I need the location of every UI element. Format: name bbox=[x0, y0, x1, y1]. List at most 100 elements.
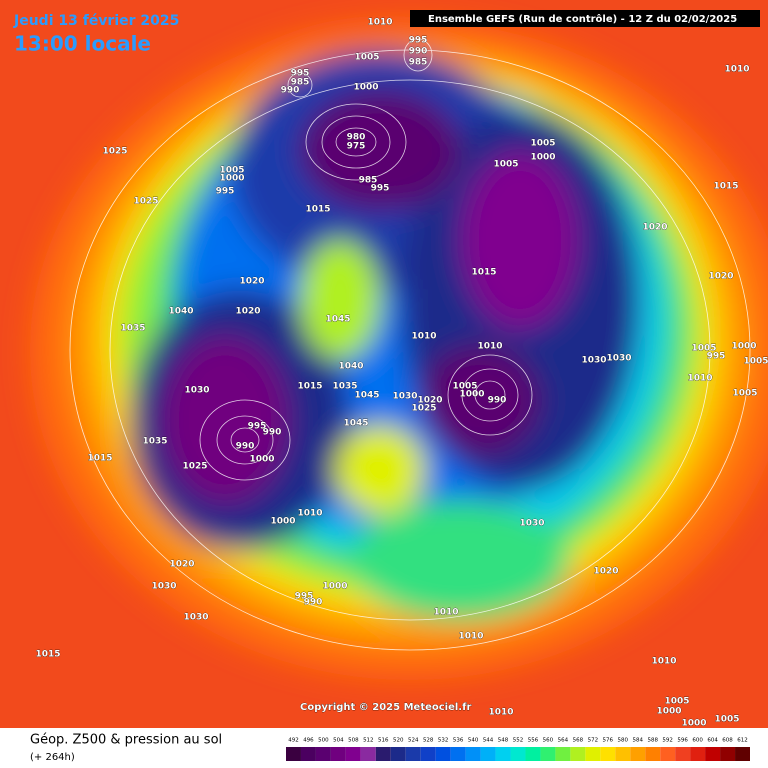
isobar-label: 1040 bbox=[338, 362, 363, 372]
isobar-label: 1005 bbox=[493, 160, 518, 170]
isobar-label: 1045 bbox=[325, 315, 350, 325]
isobar-label: 1025 bbox=[411, 404, 436, 414]
scale-label: 512 bbox=[363, 738, 374, 744]
scale-swatch bbox=[555, 747, 571, 761]
isobar-label: 1030 bbox=[392, 392, 417, 402]
isobar-label: 1005 bbox=[691, 344, 716, 354]
scale-swatch bbox=[480, 747, 496, 761]
scale-swatch bbox=[420, 747, 436, 761]
scale-label: 496 bbox=[303, 738, 314, 744]
scale-label: 592 bbox=[662, 738, 673, 744]
isobar-label: 1030 bbox=[183, 613, 208, 623]
scale-swatch bbox=[525, 747, 541, 761]
scale-label: 516 bbox=[378, 738, 389, 744]
isobar-label: 1020 bbox=[235, 307, 260, 317]
isobar-label: 1000 bbox=[249, 455, 274, 465]
scale-label: 492 bbox=[288, 738, 299, 744]
scale-swatch bbox=[630, 747, 646, 761]
isobar-label: 1020 bbox=[169, 560, 194, 570]
isobar-label: 1010 bbox=[488, 708, 513, 718]
scale-swatch bbox=[405, 747, 421, 761]
scale-swatch bbox=[540, 747, 556, 761]
isobar-label: 990 bbox=[488, 396, 507, 406]
run-box bbox=[410, 10, 760, 27]
isobar-label: 990 bbox=[236, 442, 255, 452]
isobar-label: 1035 bbox=[120, 324, 145, 334]
isobar-label: 1015 bbox=[305, 205, 330, 215]
isobar-label: 1025 bbox=[102, 147, 127, 157]
isobar-label: 1015 bbox=[297, 382, 322, 392]
isobar-label: 1030 bbox=[519, 519, 544, 529]
isobar-label: 990 bbox=[409, 47, 428, 57]
isobar-label: 1010 bbox=[724, 65, 749, 75]
scale-swatch bbox=[675, 747, 691, 761]
scale-swatch bbox=[315, 747, 331, 761]
isobar-label: 1015 bbox=[35, 650, 60, 660]
scale-label: 536 bbox=[453, 738, 464, 744]
isobar-label: 995 bbox=[707, 352, 726, 362]
scale-label: 596 bbox=[677, 738, 688, 744]
isobar-label: 1005 bbox=[354, 53, 379, 63]
scale-swatch bbox=[495, 747, 511, 761]
run: Ensemble GEFS (Run de contrôle) - 12 Z d… bbox=[428, 13, 737, 25]
isobar-label: 1010 bbox=[411, 332, 436, 342]
scale-label: 552 bbox=[513, 738, 524, 744]
scale-swatch bbox=[645, 747, 661, 761]
isobar-label: 1005 bbox=[743, 357, 768, 367]
legend-title: Géop. Z500 & pression au sol bbox=[30, 733, 222, 748]
isobar-label: 990 bbox=[304, 598, 323, 608]
isobar-label: 1000 bbox=[459, 390, 484, 400]
isobar-label: 975 bbox=[347, 142, 366, 152]
isobar-label: 1010 bbox=[477, 342, 502, 352]
isobar-label: 1000 bbox=[681, 719, 706, 729]
field bbox=[0, 0, 768, 728]
isobar-label: 1005 bbox=[664, 697, 689, 707]
scale-label: 568 bbox=[573, 738, 584, 744]
isobar-label: 1005 bbox=[452, 382, 477, 392]
scale-swatch bbox=[570, 747, 586, 761]
isobar-label: 1020 bbox=[239, 277, 264, 287]
scale-label: 524 bbox=[408, 738, 419, 744]
scale-label: 532 bbox=[438, 738, 449, 744]
scale-label: 544 bbox=[483, 738, 494, 744]
isobar-label: 1010 bbox=[651, 657, 676, 667]
isobar-label: 980 bbox=[347, 133, 366, 143]
isobar-label: 1010 bbox=[433, 608, 458, 618]
isobar-label: 1010 bbox=[367, 18, 392, 28]
isobar-label: 1010 bbox=[297, 509, 322, 519]
scale-swatch bbox=[465, 747, 481, 761]
scale-label: 540 bbox=[468, 738, 479, 744]
scale-swatch bbox=[330, 747, 346, 761]
scale-swatch bbox=[450, 747, 466, 761]
isobar-label: 995 bbox=[295, 592, 314, 602]
scale-label: 572 bbox=[588, 738, 599, 744]
isobar-label: 1000 bbox=[322, 582, 347, 592]
isobar-label: 1015 bbox=[471, 268, 496, 278]
scale-label: 584 bbox=[632, 738, 643, 744]
isobar-label: 1000 bbox=[353, 83, 378, 93]
isobar-label: 1005 bbox=[732, 389, 757, 399]
scale-label: 500 bbox=[318, 738, 329, 744]
scale-swatch bbox=[300, 747, 316, 761]
isobar-label: 1030 bbox=[606, 354, 631, 364]
scale-swatch bbox=[705, 747, 721, 761]
scale-label: 580 bbox=[618, 738, 629, 744]
scale-swatch bbox=[435, 747, 451, 761]
scale-label: 576 bbox=[603, 738, 614, 744]
scale-swatch bbox=[510, 747, 526, 761]
scale-label: 556 bbox=[528, 738, 539, 744]
isobar-label: 1030 bbox=[581, 356, 606, 366]
scale-swatch bbox=[286, 747, 301, 761]
time: 13:00 locale bbox=[14, 32, 151, 56]
isobar-label: 1015 bbox=[87, 454, 112, 464]
isobar-label: 1000 bbox=[219, 174, 244, 184]
isobar-label: 1030 bbox=[184, 386, 209, 396]
scale-label: 612 bbox=[737, 738, 748, 744]
isobar-label: 995 bbox=[291, 69, 310, 79]
scale-swatch bbox=[585, 747, 601, 761]
isobar-label: 1020 bbox=[417, 396, 442, 406]
scale-label: 548 bbox=[498, 738, 509, 744]
isobar-label: 995 bbox=[371, 184, 390, 194]
